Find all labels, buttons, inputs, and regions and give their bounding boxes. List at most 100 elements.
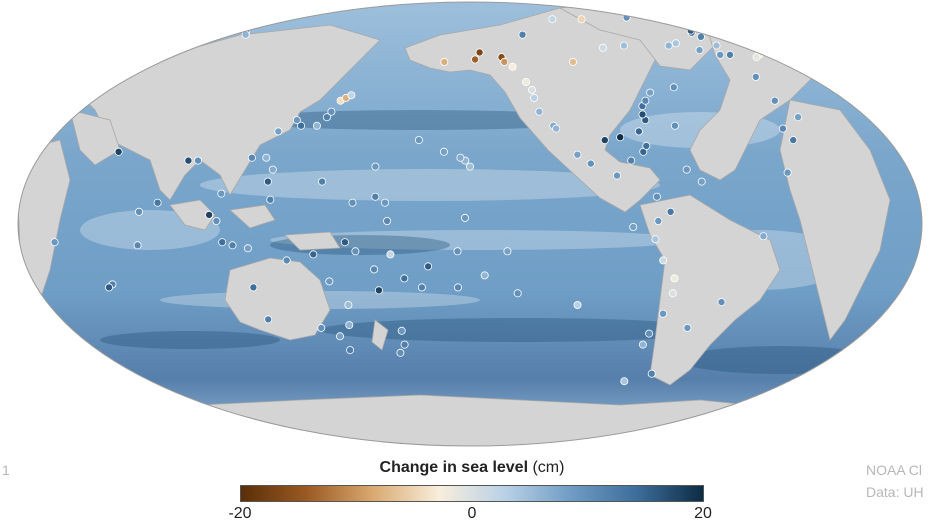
station-marker	[697, 177, 706, 186]
station-marker	[212, 216, 221, 225]
station-marker	[751, 72, 760, 81]
station-marker	[292, 116, 301, 125]
land-masses	[18, 2, 901, 446]
station-marker	[616, 133, 625, 142]
station-marker	[327, 107, 336, 116]
station-marker	[522, 78, 531, 87]
station-marker	[480, 271, 489, 280]
station-marker	[712, 41, 721, 50]
station-marker	[264, 315, 273, 324]
station-marker	[414, 136, 423, 145]
station-marker	[759, 232, 768, 241]
station-marker	[263, 177, 272, 186]
station-marker	[659, 309, 668, 318]
station-marker	[552, 124, 561, 133]
station-marker	[535, 107, 544, 116]
station-marker	[465, 162, 474, 171]
station-marker	[383, 216, 392, 225]
tide-gauge-stations	[50, 13, 803, 386]
station-marker	[217, 189, 226, 198]
station-marker	[513, 289, 522, 298]
station-marker	[50, 238, 59, 247]
station-marker	[439, 147, 448, 156]
station-marker	[646, 88, 655, 97]
station-marker	[440, 57, 449, 66]
station-marker	[456, 153, 465, 162]
station-marker	[205, 210, 214, 219]
station-marker	[652, 192, 661, 201]
station-marker	[569, 57, 578, 66]
credit-line-1: NOAA Cl	[866, 462, 923, 478]
legend-tick-min: -20	[228, 505, 252, 522]
station-marker	[548, 15, 557, 24]
station-marker	[503, 247, 512, 256]
station-marker	[573, 150, 582, 159]
station-marker	[371, 192, 380, 201]
station-marker	[325, 277, 334, 286]
station-marker	[297, 121, 306, 130]
station-marker	[659, 256, 668, 265]
station-marker	[783, 168, 792, 177]
station-marker	[752, 53, 761, 62]
station-marker	[600, 136, 609, 145]
station-marker	[716, 50, 725, 59]
station-marker	[573, 300, 582, 309]
station-marker	[317, 323, 326, 332]
station-marker	[647, 369, 656, 378]
station-marker	[620, 377, 629, 386]
station-marker	[105, 283, 114, 292]
station-marker	[577, 15, 586, 24]
station-marker	[682, 165, 691, 174]
station-marker	[218, 238, 227, 247]
station-marker	[695, 46, 704, 55]
legend-colorbar	[240, 485, 704, 502]
legend-tick-zero: 0	[467, 505, 477, 522]
station-marker	[344, 300, 353, 309]
station-marker	[274, 127, 283, 136]
station-marker	[651, 235, 660, 244]
station-marker	[417, 283, 426, 292]
station-marker	[500, 57, 509, 66]
legend-title-main: Change in sea level	[379, 459, 529, 476]
station-marker	[282, 256, 291, 265]
station-marker	[638, 110, 647, 119]
legend-title-unit: (cm)	[528, 459, 565, 476]
station-marker	[669, 83, 678, 92]
station-marker	[133, 241, 142, 250]
station-marker	[794, 113, 803, 122]
station-marker	[528, 85, 537, 94]
station-marker	[318, 177, 327, 186]
station-marker	[586, 159, 595, 168]
station-marker	[309, 250, 318, 259]
station-marker	[400, 274, 409, 283]
station-marker	[386, 250, 395, 259]
station-marker	[370, 265, 379, 274]
station-marker	[619, 41, 628, 50]
station-marker	[530, 93, 539, 102]
station-marker	[770, 96, 779, 105]
station-marker	[598, 43, 607, 52]
station-marker	[322, 113, 331, 122]
station-marker	[641, 96, 650, 105]
station-marker	[508, 62, 517, 71]
station-marker	[424, 262, 433, 271]
station-marker	[726, 50, 735, 59]
station-marker	[400, 340, 409, 349]
station-marker	[671, 39, 680, 48]
globe-outline	[17, 1, 923, 447]
station-marker	[670, 121, 679, 130]
station-marker	[642, 141, 651, 150]
station-marker	[153, 198, 162, 207]
station-marker	[518, 30, 527, 39]
station-marker	[397, 326, 406, 335]
station-marker	[193, 156, 202, 165]
station-marker	[664, 41, 673, 50]
station-marker	[380, 198, 389, 207]
station-marker	[778, 124, 787, 133]
station-marker	[312, 121, 321, 130]
station-marker	[262, 153, 271, 162]
station-marker	[114, 147, 123, 156]
station-marker	[717, 298, 726, 307]
station-marker	[453, 283, 462, 292]
station-marker	[453, 247, 462, 256]
